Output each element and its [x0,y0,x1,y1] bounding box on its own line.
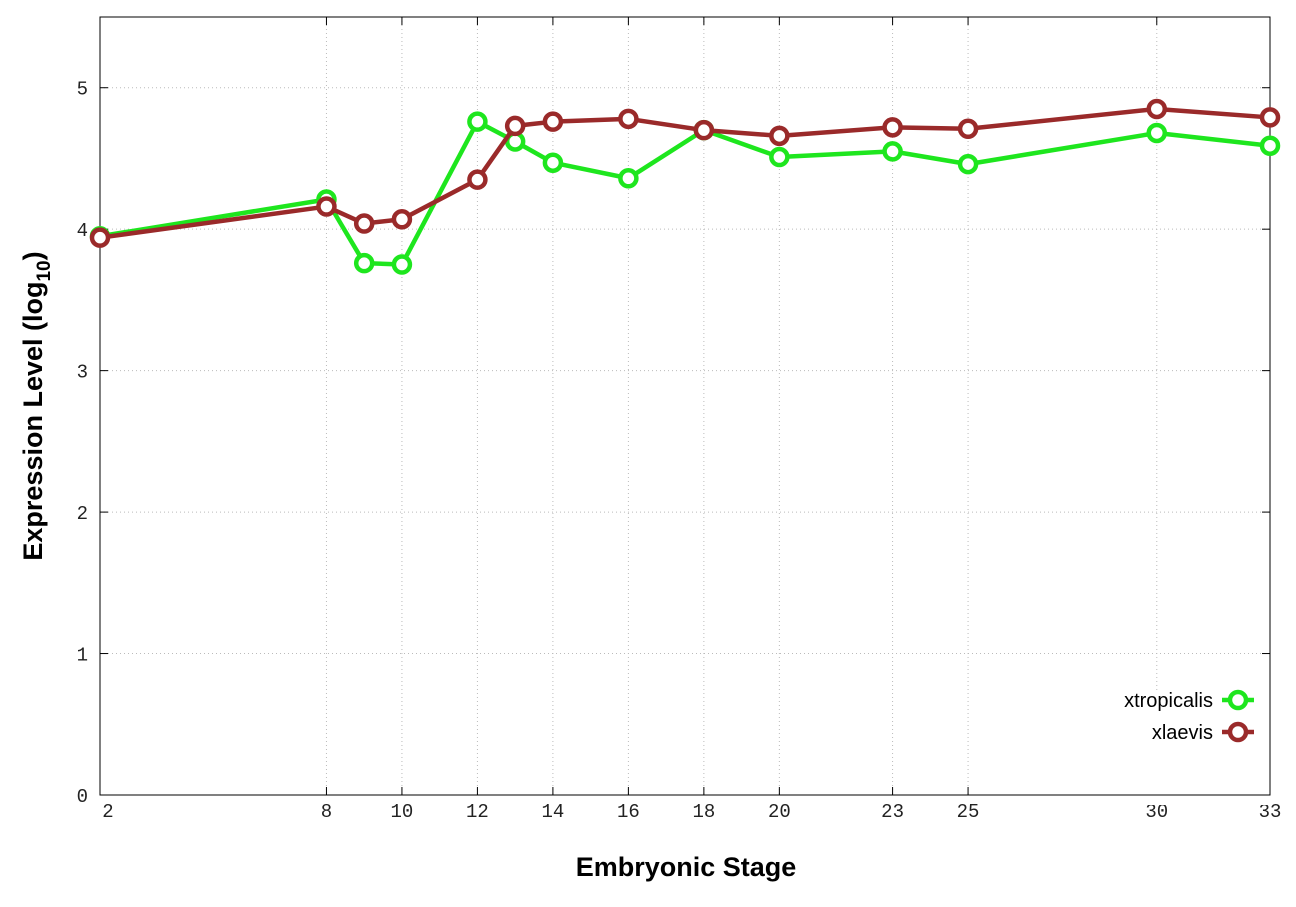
legend-label: xtropicalis [1124,690,1213,712]
data-point [467,111,488,132]
x-axis-label: Embryonic Stage [576,852,797,882]
x-tick-label: 8 [321,801,332,823]
y-tick-label: 3 [77,362,88,384]
x-tick-label: 12 [466,801,489,823]
y-tick-label: 0 [77,786,88,808]
series-line [99,106,1271,240]
y-axis-label-suffix: ) [18,251,48,260]
data-point [89,227,111,248]
data-point [391,209,413,230]
data-point [467,169,488,190]
y-axis-label-text: Expression Level (log [18,282,48,561]
x-tick-label: 30 [1145,801,1168,823]
data-point [1146,122,1168,144]
data-point [1259,107,1281,128]
y-tick-label: 4 [77,220,88,242]
data-point [391,254,413,275]
data-point [542,111,564,132]
data-point [504,115,526,137]
data-point [769,125,790,147]
data-point [769,146,790,168]
data-point [882,141,903,162]
data-point [957,153,979,175]
data-point [542,152,564,173]
data-point [1259,135,1281,156]
plot-frame [99,16,1271,796]
x-tick-label: 16 [617,801,640,823]
x-tick-label: 18 [692,801,715,823]
x-tick-label: 14 [541,801,564,823]
legend-marker [1227,721,1249,743]
data-point [353,252,375,274]
legend-marker [1227,689,1249,711]
x-tick-label: 23 [881,801,904,823]
data-point [618,108,639,130]
data-point [957,118,979,139]
x-tick-label: 2 [102,801,113,823]
y-axis-label: Expression Level (log10) [18,251,55,560]
x-tick-label: 10 [391,801,414,823]
data-point [353,213,375,234]
data-point [316,196,337,217]
y-axis-label-sub: 10 [34,260,55,281]
data-point [882,117,903,138]
series-line [99,119,1271,267]
y-tick-label: 2 [77,503,88,525]
legend-label: xlaevis [1152,722,1213,744]
y-tick-label: 5 [77,79,88,101]
y-tick-label: 1 [77,645,88,667]
data-point [618,168,639,189]
data-point [1146,98,1168,120]
x-tick-label: 25 [957,801,980,823]
data-point [693,119,715,141]
x-tick-label: 33 [1259,801,1282,823]
x-tick-label: 20 [768,801,791,823]
